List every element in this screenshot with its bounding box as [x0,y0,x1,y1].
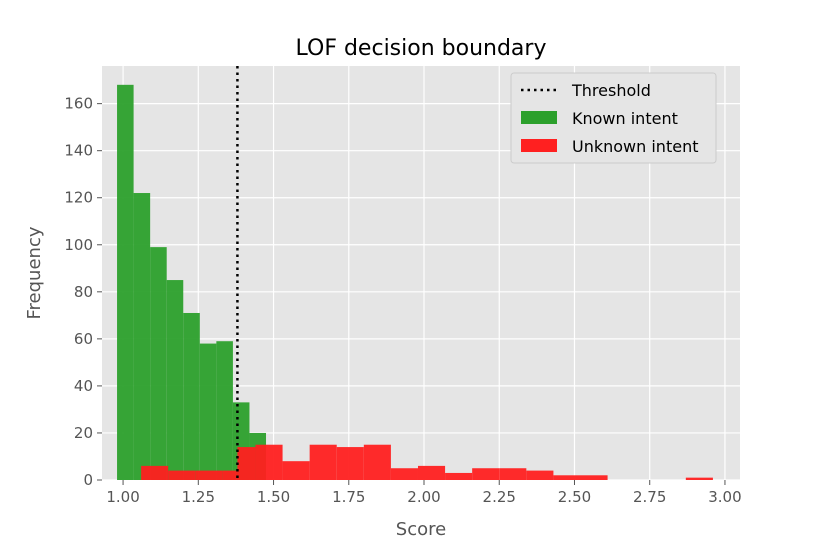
unknown-intent-bar [168,470,196,480]
x-tick-label: 1.25 [182,488,215,506]
x-tick-label: 2.75 [633,488,666,506]
unknown-intent-bar [580,475,608,480]
legend: Threshold Known intent Unknown intent [510,72,717,164]
unknown-intent-bar [237,447,256,480]
known-intent-bar [150,247,167,480]
known-intent-bar [117,84,134,481]
legend-known-label: Known intent [572,109,678,128]
unknown-intent-bar [195,470,223,480]
x-tick-label: 2.50 [558,488,591,506]
known-intent-bars [117,84,267,481]
legend-unknown-swatch [521,139,557,152]
y-tick-label: 80 [74,283,93,301]
unknown-intent-bar [445,472,473,480]
x-tick-label: 2.00 [407,488,440,506]
x-tick-label: 1.75 [332,488,365,506]
x-axis-ticks: 1.00 1.25 1.50 1.75 2.00 2.25 2.50 2.75 3.00 [106,480,742,506]
known-intent-bar [183,312,200,480]
x-tick-label: 3.00 [708,488,741,506]
legend-unknown-label: Unknown intent [572,137,698,156]
unknown-intent-bar [363,444,391,480]
y-tick-label: 60 [74,330,93,348]
unknown-intent-bar [309,444,337,480]
x-tick-label: 1.00 [106,488,139,506]
unknown-intent-bar [472,468,500,480]
unknown-intent-bars [141,444,713,480]
y-axis-label: Frequency [24,226,45,319]
y-axis-ticks: 0 20 40 60 80 100 120 140 160 [64,95,102,489]
y-tick-label: 20 [74,424,93,442]
unknown-intent-bar [222,470,238,480]
unknown-intent-bar [336,447,364,480]
known-intent-bar [199,343,217,480]
y-tick-label: 100 [64,236,93,254]
known-intent-bar [166,280,184,480]
x-tick-label: 1.50 [257,488,290,506]
y-tick-label: 40 [74,377,93,395]
unknown-intent-bar [390,468,418,480]
y-tick-label: 140 [64,142,93,160]
legend-box [510,72,717,164]
unknown-intent-bar [417,465,446,480]
y-tick-label: 160 [64,95,93,113]
legend-known-swatch [521,111,557,124]
unknown-intent-bar [526,470,554,480]
known-intent-bar [216,341,233,480]
unknown-intent-bar [499,468,527,480]
unknown-intent-bar [685,477,713,480]
unknown-intent-bar [255,444,283,480]
y-tick-label: 120 [64,189,93,207]
unknown-intent-bar [282,461,310,480]
x-tick-label: 2.25 [483,488,516,506]
x-axis-label: Score [396,519,446,540]
chart-title: LOF decision boundary [296,36,547,61]
legend-threshold-label: Threshold [571,81,651,100]
y-tick-label: 0 [83,471,93,489]
known-intent-bar [133,193,151,481]
unknown-intent-bar [141,465,169,480]
unknown-intent-bar [553,475,581,480]
